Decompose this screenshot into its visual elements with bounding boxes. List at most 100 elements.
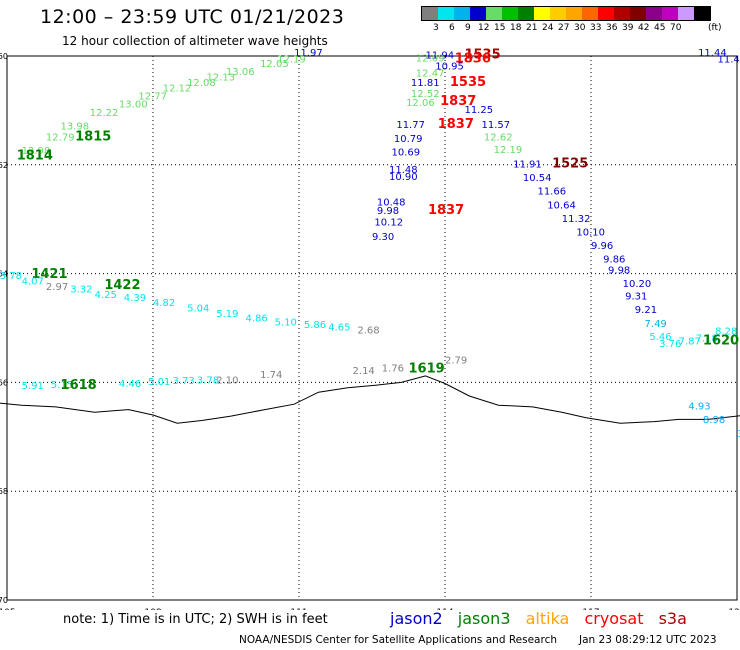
color-swatch	[662, 7, 678, 20]
pass-time-label: 1421	[31, 267, 67, 282]
wave-height-label: 11.97	[294, 48, 323, 59]
wave-height-label: 3.76	[659, 339, 681, 350]
wave-height-label: 12.77	[138, 92, 167, 103]
color-swatch	[550, 7, 566, 20]
wave-height-label: 12.19	[277, 55, 306, 66]
pass-time-label: 1837	[438, 117, 474, 132]
wave-height-label: 4.46	[119, 379, 141, 390]
color-scale-tick: 30	[574, 23, 586, 33]
color-swatch	[678, 7, 694, 20]
x-tick-label: 114	[436, 608, 453, 610]
color-swatch	[534, 7, 550, 20]
x-tick-label: 120	[728, 608, 740, 610]
pass-time-label: 1620	[703, 333, 739, 348]
color-scale-tick: 45	[654, 23, 666, 33]
pass-time-label: 1525	[552, 157, 588, 172]
color-scale-tick: 42	[638, 23, 650, 33]
wave-height-label: 10.95	[435, 62, 464, 73]
color-swatch	[438, 7, 454, 20]
wave-height-label: 7.18	[696, 334, 718, 345]
wave-height-label: 12.08	[187, 78, 216, 89]
color-scale-tick: 33	[590, 23, 602, 33]
color-swatch	[486, 7, 502, 20]
x-tick-label: 105	[0, 608, 16, 610]
wave-height-map: 105 108 111 114 117 120 -60 -62 -64 -66 -68 -70 11.9…	[0, 48, 740, 610]
wave-height-label: 10.10	[576, 228, 605, 239]
color-scale-labels: 3 6 9 12 15 18 21 24 27 30 33 36 39 42 45 70 (ft)	[421, 21, 722, 35]
pass-time-label: 1619	[409, 362, 445, 377]
wave-height-label: 11.48	[389, 165, 418, 176]
wave-height-label: 5.04	[187, 304, 209, 315]
color-scale-tick: 39	[622, 23, 634, 33]
wave-height-label: 12.13	[207, 72, 236, 83]
wave-height-label: 2.68	[357, 325, 379, 336]
wave-height-label: 5.86	[304, 320, 326, 331]
wave-height-label: 11.94	[426, 51, 455, 62]
wave-height-label: 4.93	[688, 402, 710, 413]
wave-height-label: 2.10	[216, 375, 238, 386]
pass-time-label: 1535	[464, 48, 500, 63]
wave-height-label: 12.22	[90, 108, 119, 119]
color-scale-tick: 36	[606, 23, 618, 33]
wave-height-label: 5.10	[275, 317, 297, 328]
wave-height-label: 11.81	[411, 78, 440, 89]
wave-height-label: 10.90	[389, 172, 418, 183]
satellite-legend: jason2 jason3 altika cryosat s3a	[390, 609, 697, 628]
color-swatch	[582, 7, 598, 20]
wave-height-label: 3.73	[172, 376, 194, 387]
color-swatch	[422, 7, 438, 20]
pass-time-label: 1535	[450, 75, 486, 90]
color-swatch	[502, 7, 518, 20]
pass-time-label: 1814	[17, 148, 53, 163]
wave-height-label: 4.65	[328, 323, 350, 334]
wave-height-label: 2.14	[353, 366, 375, 377]
color-scale-tick: 70	[670, 23, 682, 33]
legend-s3a: s3a	[658, 609, 687, 628]
color-scale-tick: 9	[465, 23, 471, 33]
color-scale-bar	[421, 6, 711, 21]
legend-jason3: jason3	[457, 609, 511, 628]
color-swatch	[470, 7, 486, 20]
pass-time-label: 1618	[61, 378, 97, 393]
wave-height-label: 10.64	[547, 200, 576, 211]
wave-height-label: 12.98	[22, 146, 51, 157]
page-title: 12:00 – 23:59 UTC 01/21/2023	[40, 6, 345, 28]
y-tick-label: -60	[0, 52, 8, 61]
legend-jason2: jason2	[390, 609, 443, 628]
wave-height-label: 10.54	[523, 173, 552, 184]
wave-height-label: 1.74	[260, 370, 282, 381]
x-tick-label: 111	[290, 608, 307, 610]
wave-height-label: 5.01	[148, 377, 170, 388]
y-tick-label: -68	[0, 487, 8, 496]
wave-height-label: 2.97	[46, 282, 68, 293]
credit-text: NOAA/NESDIS Center for Satellite Applica…	[239, 634, 557, 646]
coastline	[0, 375, 740, 424]
color-scale-tick: 6	[449, 23, 455, 33]
color-swatch	[566, 7, 582, 20]
wave-height-label: 11.91	[513, 160, 542, 171]
color-scale-unit: (ft)	[708, 23, 722, 33]
color-scale-legend: 3 6 9 12 15 18 21 24 27 30 33 36 39 42 45 70 (ft)	[421, 6, 722, 35]
color-swatch	[454, 7, 470, 20]
pass-time-label: 1836	[455, 52, 491, 67]
wave-height-label: 9.98	[377, 206, 399, 217]
wave-height-label: 11.57	[482, 120, 511, 131]
color-scale-tick: 21	[526, 23, 538, 33]
wave-height-label: 5.91	[22, 381, 44, 392]
wave-height-label: 3.78	[0, 271, 22, 282]
color-swatch	[694, 7, 710, 20]
wave-height-label: 13.00	[119, 100, 148, 111]
wave-height-label: 13.98	[61, 121, 90, 132]
wave-height-label: 4.25	[95, 290, 117, 301]
color-scale-tick: 18	[510, 23, 522, 33]
wave-height-label: 10.48	[377, 198, 406, 209]
wave-height-label: 12.12	[163, 83, 192, 94]
wave-height-label: 10.12	[374, 218, 403, 229]
wave-height-label: 9.98	[608, 266, 630, 277]
wave-height-label: 12.62	[484, 132, 513, 143]
wave-height-label: 11.32	[562, 214, 591, 225]
y-tick-label: -66	[0, 378, 8, 387]
legend-cryosat: cryosat	[584, 609, 644, 628]
wave-height-label: 4.39	[124, 293, 146, 304]
wave-height-label: 12.05	[260, 59, 289, 70]
